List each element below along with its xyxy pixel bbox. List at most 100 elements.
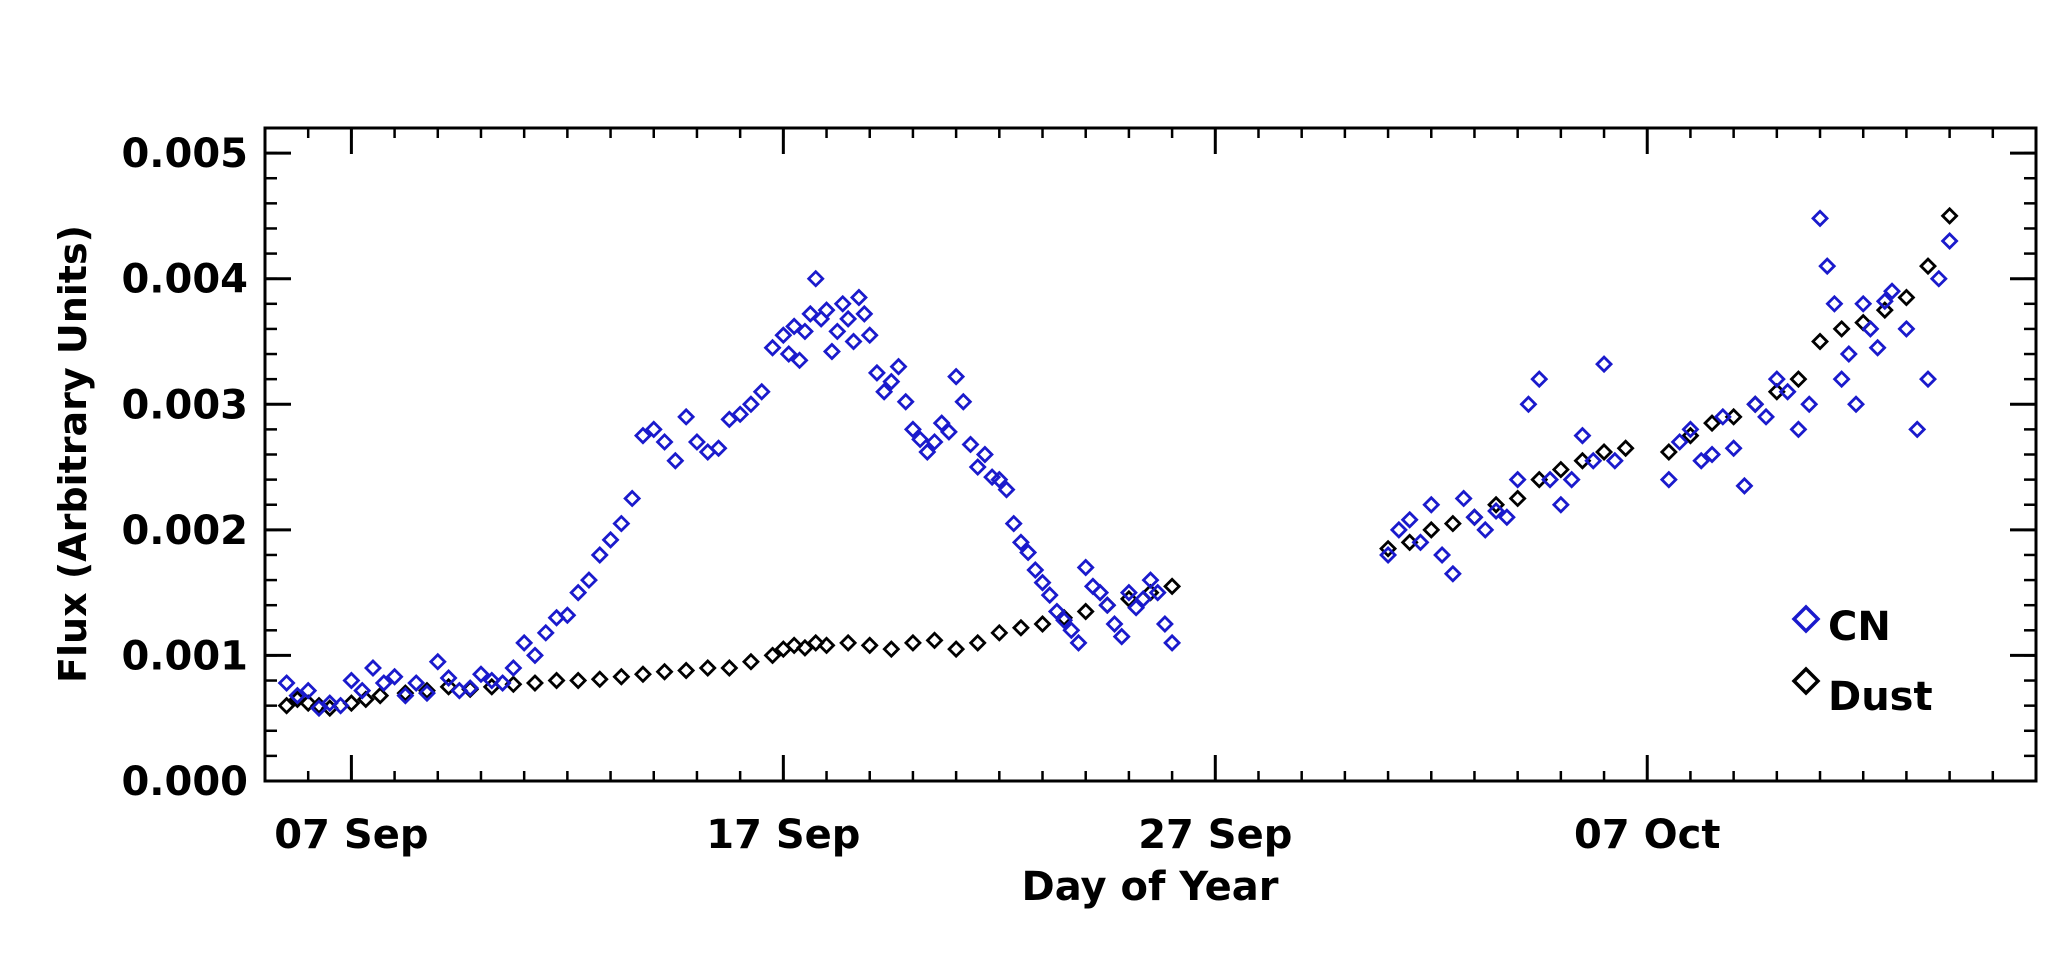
data-point-cn: [806, 269, 825, 288]
y-tick-labels: 0.000 0.001 0.002 0.003 0.004 0.005: [121, 131, 248, 805]
data-point-cn: [579, 571, 598, 590]
data-point-dust: [698, 659, 717, 677]
data-point-dust: [1897, 288, 1916, 307]
data-point-cn: [1400, 510, 1419, 529]
series-cn: [277, 209, 1959, 718]
data-point-cn: [1541, 470, 1560, 489]
data-point-cn: [709, 439, 728, 458]
data-point-cn: [817, 301, 836, 320]
data-point-dust: [1098, 596, 1117, 615]
data-point-cn: [1584, 451, 1603, 470]
data-point-cn: [860, 326, 879, 345]
major-ticks: [265, 128, 2036, 783]
data-point-cn: [918, 443, 937, 461]
data-point-dust: [1422, 520, 1441, 539]
data-point-cn: [320, 694, 339, 713]
data-point-cn: [1573, 426, 1592, 445]
data-point-dust: [569, 671, 588, 690]
data-point-cn: [763, 338, 782, 357]
data-point-cn: [1767, 370, 1786, 389]
data-point-cn: [1595, 355, 1614, 374]
data-point-dust: [1789, 370, 1808, 389]
data-point-cn: [1847, 395, 1865, 414]
data-point-cn: [983, 468, 1002, 487]
legend-label-dust: Dust: [1828, 674, 1933, 720]
data-point-cn: [990, 470, 1009, 489]
data-point-cn: [1530, 370, 1549, 389]
data-point-cn: [1476, 520, 1495, 539]
y-tick-label: 0.005: [121, 131, 248, 177]
data-point-cn: [1004, 514, 1023, 533]
data-point-cn: [1861, 319, 1880, 338]
data-point-cn: [889, 357, 908, 376]
data-point-dust: [1011, 618, 1030, 637]
data-point-cn: [396, 686, 415, 705]
data-point-dust: [299, 694, 318, 713]
data-point-cn: [1497, 508, 1516, 527]
data-point-dust: [1703, 414, 1722, 433]
data-point-cn: [932, 414, 951, 433]
data-point-cn: [752, 382, 771, 401]
data-point-cn: [822, 342, 841, 361]
data-point-cn: [961, 435, 980, 454]
data-point-cn: [1055, 611, 1074, 630]
data-point-cn: [1105, 615, 1124, 634]
data-point-dust: [1487, 495, 1506, 514]
data-point-cn: [1735, 476, 1754, 495]
data-point-dust: [1033, 615, 1052, 634]
data-point-cn: [1703, 445, 1722, 464]
data-point-cn: [1551, 495, 1570, 514]
data-point-dust: [371, 686, 390, 705]
data-point-dust: [418, 681, 436, 700]
data-point-dust: [1919, 257, 1937, 276]
data-point-cn: [795, 322, 814, 341]
data-point-cn: [1800, 395, 1819, 414]
data-point-cn: [1789, 420, 1808, 439]
x-tick-labels: 07 Sep 17 Sep 27 Sep 07 Oct: [274, 812, 1720, 858]
data-point-cn: [385, 667, 404, 686]
data-point-dust: [903, 633, 922, 652]
data-point-dust: [925, 631, 944, 650]
data-point-dust: [720, 659, 739, 677]
data-point-cn: [1141, 571, 1160, 590]
data-point-cn: [1062, 621, 1081, 640]
data-point-cn: [482, 671, 501, 690]
data-point-dust: [1746, 395, 1765, 414]
minor-ticks: [265, 126, 2036, 783]
data-point-cn: [1069, 633, 1088, 652]
legend-marker-dust: [1791, 666, 1821, 696]
data-point-cn: [1487, 502, 1506, 520]
data-point-cn: [353, 681, 372, 700]
data-point-cn: [666, 451, 685, 470]
data-point-cn: [833, 294, 852, 313]
data-point-cn: [644, 420, 663, 439]
data-point-dust: [947, 640, 966, 659]
data-point-cn: [331, 696, 350, 715]
data-point-cn: [1076, 558, 1095, 577]
data-point-cn: [1832, 370, 1851, 389]
data-point-cn: [1119, 583, 1138, 602]
data-point-cn: [1605, 451, 1624, 470]
data-point-cn: [875, 382, 894, 401]
data-point-dust: [1616, 439, 1635, 458]
data-point-dust: [882, 640, 901, 659]
data-point-cn: [1011, 533, 1030, 552]
data-point-cn: [844, 332, 863, 351]
data-point-cn: [1433, 545, 1452, 564]
data-point-cn: [968, 458, 987, 477]
data-point-cn: [801, 304, 820, 323]
data-point-cn: [677, 407, 696, 426]
data-point-cn: [1465, 508, 1484, 527]
y-axis-label: Flux (Arbitrary Units): [51, 225, 95, 683]
data-point-cn: [407, 674, 426, 693]
data-point-cn: [1033, 573, 1052, 592]
data-point-cn: [1875, 292, 1894, 311]
data-point-cn: [342, 671, 361, 690]
data-point-cn: [1047, 602, 1066, 621]
data-point-cn: [1724, 439, 1743, 458]
data-point-cn: [911, 430, 930, 449]
data-point-cn: [612, 514, 631, 533]
data-point-cn: [601, 530, 620, 549]
data-point-dust: [990, 623, 1009, 642]
data-point-cn: [1897, 319, 1916, 338]
